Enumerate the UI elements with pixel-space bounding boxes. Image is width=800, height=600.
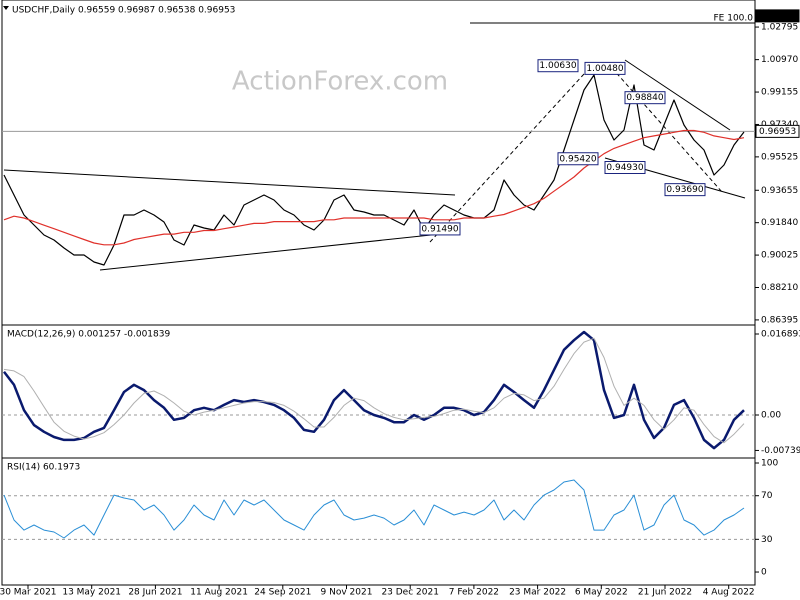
annotation-label: 0.98840 bbox=[626, 93, 663, 103]
x-tick-label: 24 Sep 2021 bbox=[254, 588, 311, 598]
y-tick-label: 0.99155 bbox=[761, 88, 798, 98]
trendline bbox=[3, 169, 456, 196]
x-tick-label: 23 Mar 2022 bbox=[509, 588, 566, 598]
series-line bbox=[3, 330, 745, 450]
level-box bbox=[755, 9, 800, 23]
chart-title: USDCHF,Daily 0.96559 0.96987 0.96538 0.9… bbox=[12, 6, 235, 16]
annotation-box bbox=[419, 222, 461, 236]
x-tick-label: 28 Jun 2021 bbox=[128, 588, 182, 598]
x-tick-label: 6 May 2022 bbox=[575, 588, 628, 598]
x-tick-label: 13 May 2021 bbox=[62, 588, 121, 598]
watermark: ActionForex.com bbox=[232, 67, 448, 97]
level-box bbox=[755, 124, 800, 138]
y-tick-label: 0 bbox=[761, 568, 767, 578]
annotation-box bbox=[537, 59, 579, 73]
x-tick-label: 9 Nov 2021 bbox=[321, 588, 373, 598]
y-tick-label: 0.91840 bbox=[761, 218, 798, 228]
y-tick-label: -0.007393 bbox=[761, 446, 800, 456]
y-tick-label: 0.95525 bbox=[761, 152, 798, 162]
x-tick-label: 7 Feb 2022 bbox=[449, 588, 499, 598]
y-tick-label: 100 bbox=[761, 459, 778, 469]
y-tick-label: 70 bbox=[761, 491, 773, 501]
x-tick-label: 23 Dec 2021 bbox=[381, 588, 439, 598]
panel-title: RSI(14) 60.1973 bbox=[7, 463, 80, 473]
x-tick-label: 30 Mar 2021 bbox=[0, 588, 57, 598]
x-tick-label: 11 Aug 2021 bbox=[190, 588, 248, 598]
y-tick-label: 1.02795 bbox=[761, 23, 798, 33]
y-tick-label: 1.00970 bbox=[761, 55, 798, 65]
annotation-box bbox=[624, 91, 666, 105]
annotation-box bbox=[557, 152, 599, 166]
y-tick-label: 0.86395 bbox=[761, 315, 798, 325]
x-tick-label: 21 Jun 2022 bbox=[638, 588, 692, 598]
y-tick-label: 0.88210 bbox=[761, 283, 798, 293]
annotation-label: 1.00480 bbox=[586, 64, 623, 74]
y-tick-label: 0.00 bbox=[761, 410, 781, 420]
annotation-label: 0.93690 bbox=[666, 185, 703, 195]
series-line bbox=[3, 337, 745, 444]
y-tick-label: 0.016893 bbox=[761, 329, 800, 339]
x-tick-label: 4 Aug 2022 bbox=[703, 588, 755, 598]
y-tick-label: 30 bbox=[761, 535, 773, 545]
trendline bbox=[99, 232, 451, 271]
series-line bbox=[3, 479, 745, 539]
annotation-box bbox=[604, 161, 646, 174]
series-line bbox=[3, 74, 745, 266]
annotation-label: 1.00630 bbox=[539, 61, 576, 71]
annotation-label: 0.95420 bbox=[559, 154, 596, 164]
level-label: 1.03420 bbox=[759, 11, 796, 21]
fe-label: FE 100.0 bbox=[714, 14, 754, 24]
title-icon bbox=[3, 6, 9, 10]
annotation-label: 0.91490 bbox=[421, 224, 458, 234]
trendlines bbox=[3, 59, 746, 271]
series-line bbox=[3, 129, 745, 246]
y-tick-label: 0.90025 bbox=[761, 251, 798, 261]
trendline bbox=[429, 61, 596, 243]
trendline bbox=[624, 59, 731, 131]
annotation-box bbox=[584, 61, 626, 75]
level-label: 0.96953 bbox=[759, 127, 796, 137]
annotation-box bbox=[664, 183, 706, 197]
y-tick-label: 0.93655 bbox=[761, 186, 798, 196]
annotation-label: 0.94930 bbox=[606, 163, 643, 173]
panel-frame bbox=[1, 457, 756, 586]
panel-title: MACD(12,26,9) 0.001257 -0.001839 bbox=[7, 330, 170, 340]
